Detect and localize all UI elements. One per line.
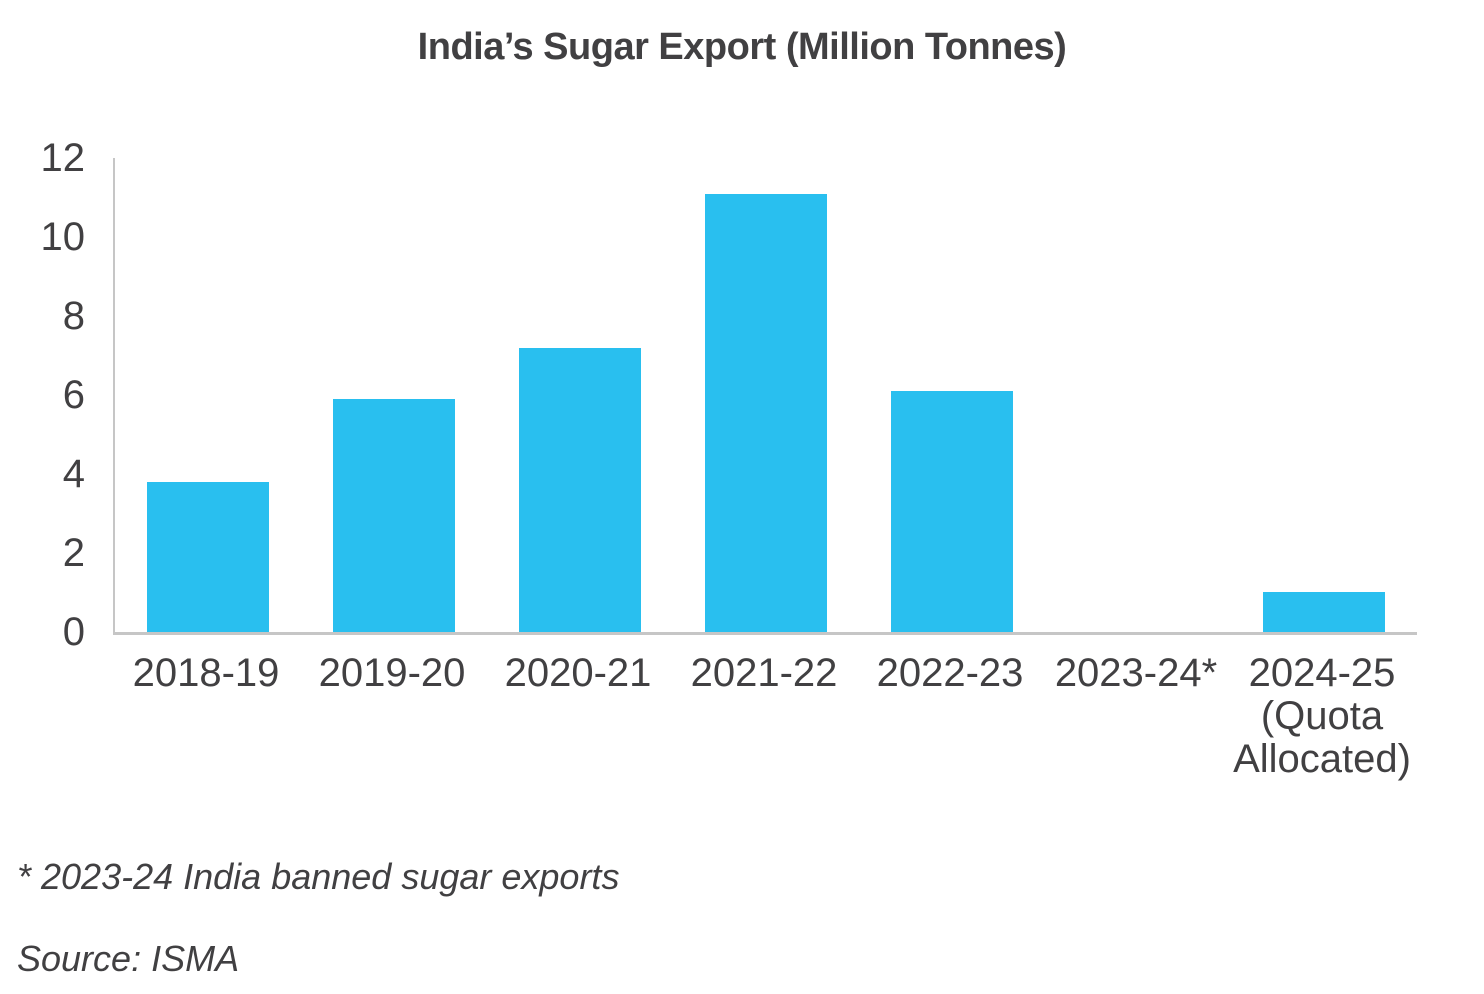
plot-area xyxy=(113,158,1417,635)
y-tick-label: 4 xyxy=(62,452,85,496)
x-tick-label: 2018-19 xyxy=(132,651,280,695)
bar-2024-25 xyxy=(1263,592,1385,632)
y-tick-label: 12 xyxy=(40,136,86,180)
x-tick-label: 2021-22 xyxy=(690,651,838,695)
bar-2019-20 xyxy=(333,399,455,632)
bar-2021-22 xyxy=(705,194,827,632)
y-tick-label: 2 xyxy=(62,531,85,575)
x-tick-label: 2020-21 xyxy=(504,651,652,695)
bar-2018-19 xyxy=(147,482,269,632)
x-tick-label: 2024-25 (Quota Allocated) xyxy=(1233,651,1411,781)
x-tick-label: 2019-20 xyxy=(318,651,466,695)
bar-2020-21 xyxy=(519,348,641,632)
y-tick-label: 6 xyxy=(62,373,85,417)
x-tick-label: 2022-23 xyxy=(876,651,1024,695)
y-tick-label: 8 xyxy=(62,294,85,338)
source-label: Source: ISMA xyxy=(17,938,240,979)
chart-title: India’s Sugar Export (Million Tonnes) xyxy=(417,26,1067,68)
footnote: * 2023-24 India banned sugar exports xyxy=(17,856,620,897)
y-tick-label: 10 xyxy=(40,215,86,259)
y-tick-label: 0 xyxy=(62,610,85,654)
x-tick-label: 2023-24* xyxy=(1054,651,1218,695)
bar-2022-23 xyxy=(891,391,1013,632)
